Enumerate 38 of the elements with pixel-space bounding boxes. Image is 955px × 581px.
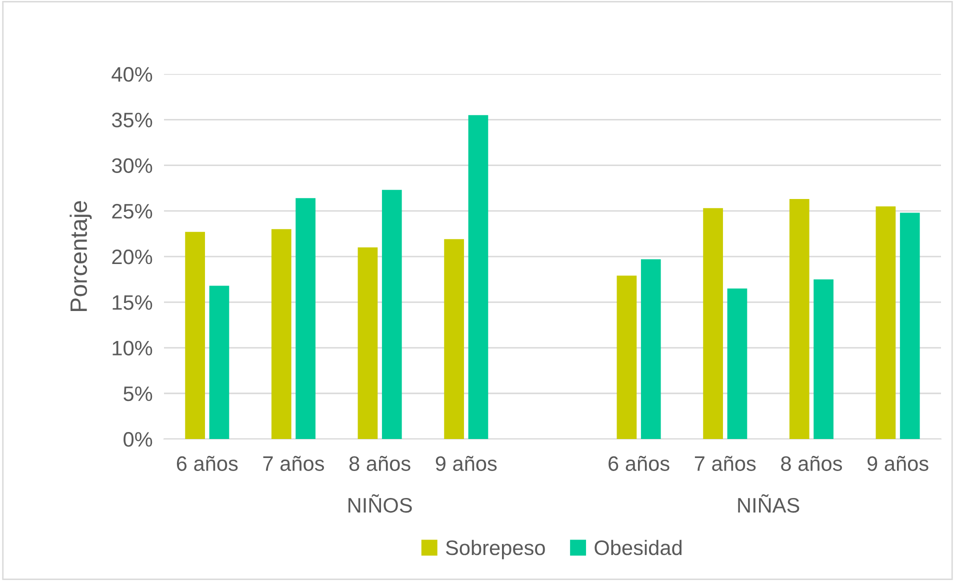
- x-tick-label: 6 años: [608, 456, 670, 471]
- y-tick-label: 30%: [112, 158, 152, 174]
- y-tick-label: 15%: [112, 295, 152, 310]
- bar: [703, 208, 723, 440]
- text: NIÑAS: [738, 494, 800, 513]
- y-tick-label: 35%: [112, 112, 152, 128]
- bar: [382, 190, 402, 440]
- x-tick-label: 9 años: [436, 456, 497, 471]
- bar: [640, 259, 661, 440]
- bar: [444, 239, 464, 440]
- legend-label: Obesidad: [594, 540, 682, 556]
- y-tick-label: 10%: [112, 340, 152, 356]
- bar: [876, 206, 896, 440]
- bar: [727, 288, 748, 440]
- bar: [814, 279, 834, 440]
- y-tick-label: 25%: [112, 204, 152, 219]
- x-tick-label: 9 años: [868, 456, 928, 471]
- bar: [616, 276, 637, 440]
- x-tick-label: 7 años: [263, 456, 324, 471]
- y-tick-label: 0%: [124, 432, 152, 447]
- y-tick-label: 40%: [112, 67, 152, 82]
- x-tick-label: 6 años: [176, 456, 238, 471]
- bar: [271, 229, 292, 440]
- y-tick-label: 20%: [112, 250, 152, 264]
- x-tick-label: 8 años: [349, 456, 410, 471]
- bar: [185, 232, 205, 440]
- bar: [209, 286, 230, 440]
- bar: [358, 247, 378, 440]
- text: NIÑOS: [348, 494, 412, 513]
- bar: [900, 212, 920, 440]
- y-axis-title: Porcentaje: [70, 201, 92, 312]
- x-tick-label: 7 años: [694, 456, 756, 471]
- bar: [468, 115, 488, 440]
- y-tick-label: 5%: [124, 386, 152, 402]
- x-tick-label: 8 años: [781, 456, 842, 471]
- bar: [296, 198, 316, 440]
- legend-label: Sobrepeso: [446, 540, 545, 560]
- bar: [789, 199, 810, 440]
